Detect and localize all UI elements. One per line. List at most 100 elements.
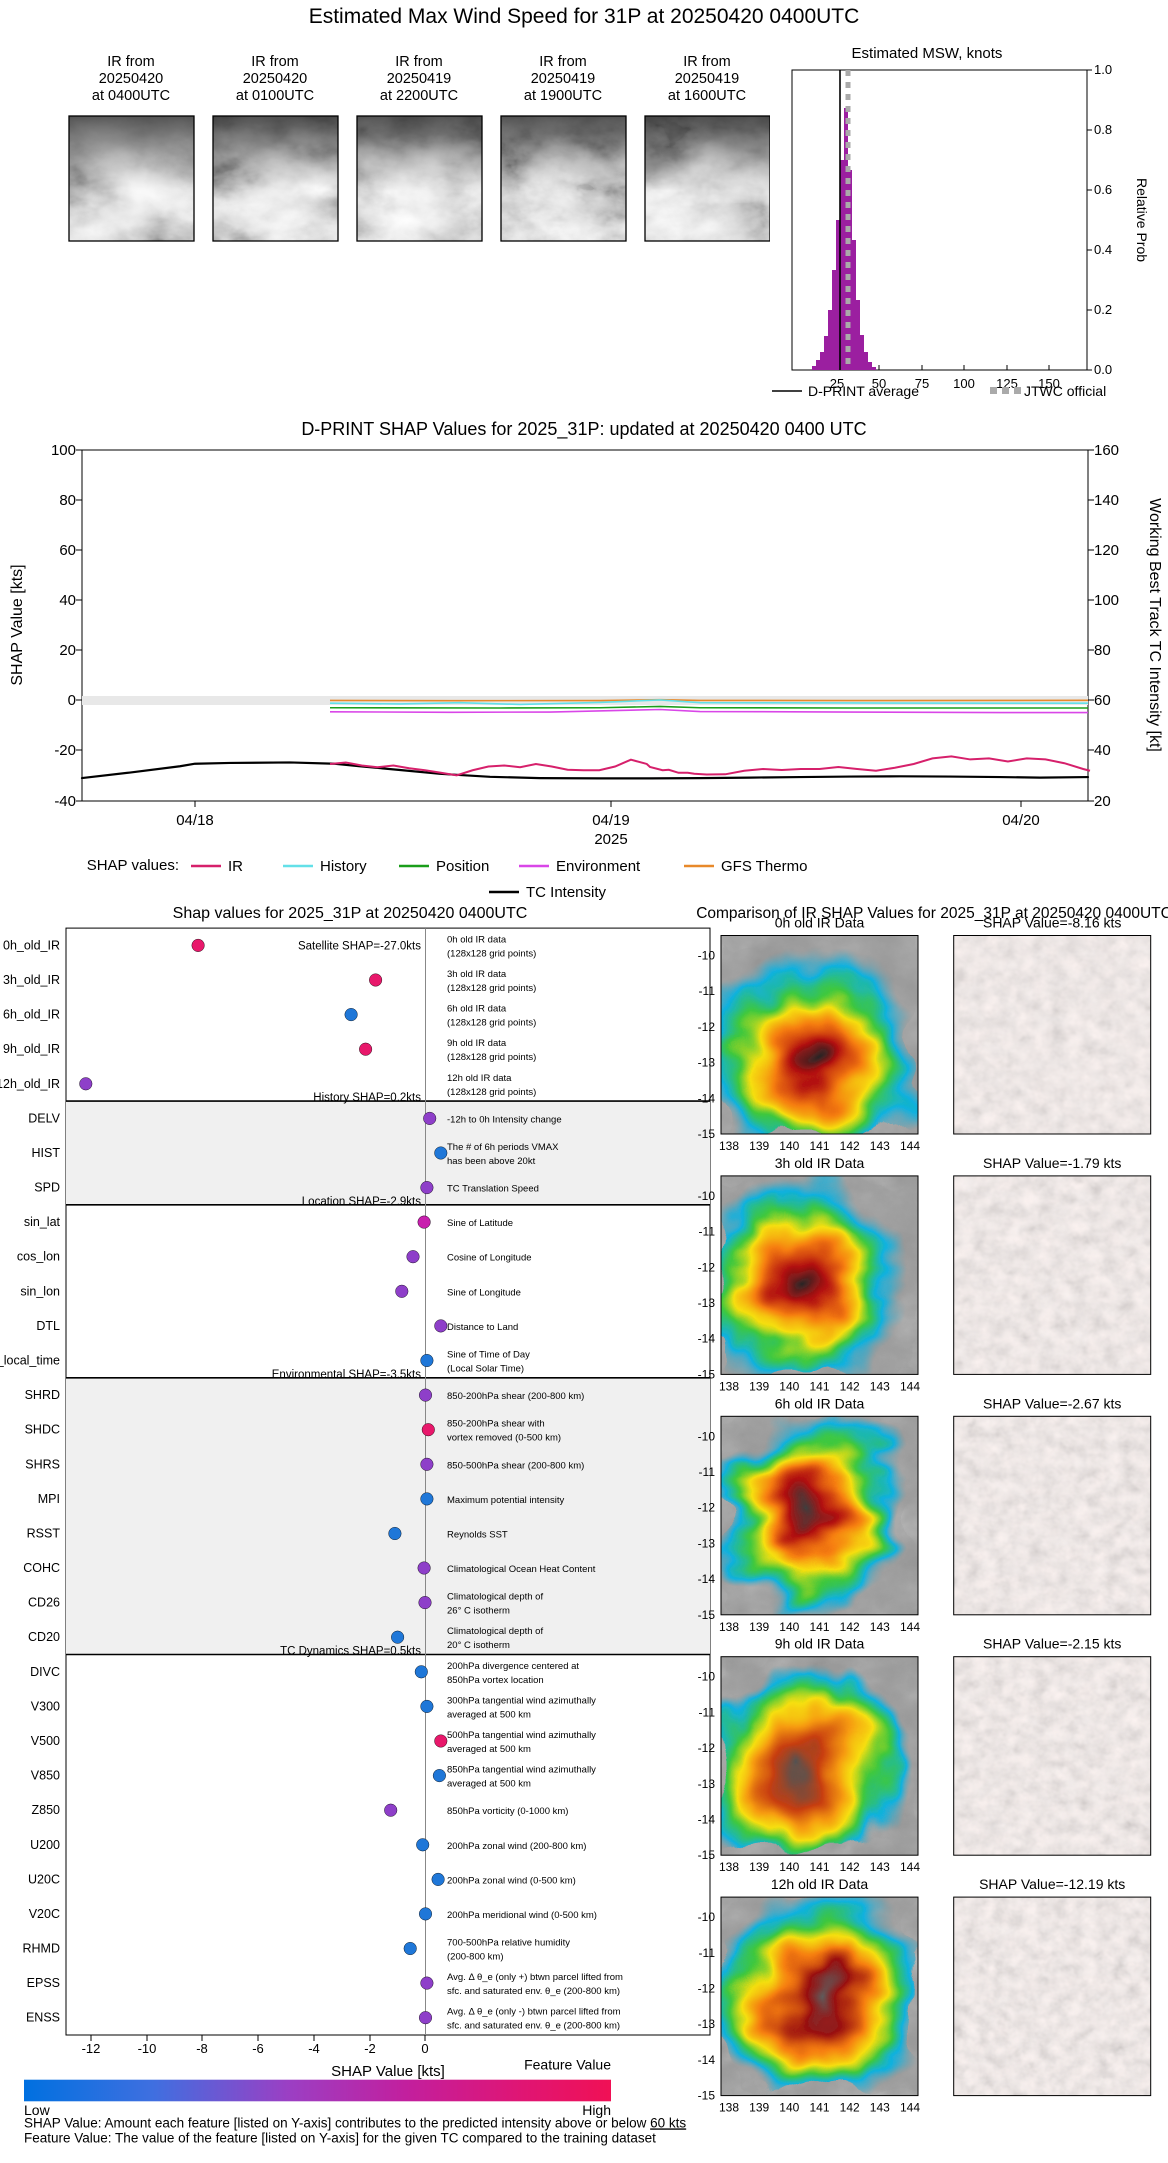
svg-text:0h old IR data: 0h old IR data bbox=[447, 934, 507, 945]
svg-text:TC Intensity: TC Intensity bbox=[526, 884, 607, 901]
svg-text:80: 80 bbox=[59, 492, 76, 509]
svg-text:20: 20 bbox=[59, 642, 76, 659]
svg-text:850hPa vortex location: 850hPa vortex location bbox=[447, 1675, 544, 1686]
svg-text:-13: -13 bbox=[698, 2017, 716, 2031]
svg-text:Shap values for 2025_31P at 20: Shap values for 2025_31P at 20250420 040… bbox=[173, 905, 528, 922]
svg-text:12h_old_IR: 12h_old_IR bbox=[0, 1077, 60, 1091]
svg-text:6h old IR data: 6h old IR data bbox=[447, 1004, 507, 1015]
svg-text:Working Best Track TC Intensit: Working Best Track TC Intensity [kt] bbox=[1146, 498, 1163, 752]
svg-text:139: 139 bbox=[749, 1139, 769, 1153]
svg-text:9h old IR data: 9h old IR data bbox=[447, 1038, 507, 1049]
svg-text:12h old IR Data: 12h old IR Data bbox=[771, 1876, 868, 1892]
svg-text:SHRD: SHRD bbox=[25, 1388, 60, 1402]
svg-text:(128x128 grid points): (128x128 grid points) bbox=[447, 1052, 536, 1063]
svg-text:40: 40 bbox=[1094, 742, 1111, 759]
svg-text:-13: -13 bbox=[698, 1296, 716, 1310]
svg-text:26° C isotherm: 26° C isotherm bbox=[447, 1606, 510, 1617]
svg-text:0.6: 0.6 bbox=[1094, 182, 1112, 197]
svg-text:IR from: IR from bbox=[251, 54, 299, 70]
svg-text:300hPa tangential wind azimuth: 300hPa tangential wind azimuthally bbox=[447, 1695, 596, 1706]
svg-text:(200-800 km): (200-800 km) bbox=[447, 1952, 504, 1963]
svg-text:9h old IR Data: 9h old IR Data bbox=[775, 1636, 865, 1652]
svg-text:CD26: CD26 bbox=[28, 1596, 60, 1610]
svg-text:500hPa tangential wind azimuth: 500hPa tangential wind azimuthally bbox=[447, 1730, 596, 1741]
svg-text:20250419: 20250419 bbox=[675, 71, 740, 87]
svg-text:-4: -4 bbox=[308, 2041, 320, 2056]
svg-text:Avg. Δ θ_e (only -) btwn parce: Avg. Δ θ_e (only -) btwn parcel lifted f… bbox=[447, 2007, 621, 2018]
svg-text:138: 138 bbox=[719, 2101, 739, 2115]
svg-text:-10: -10 bbox=[698, 1670, 716, 1684]
svg-text:143: 143 bbox=[870, 1139, 890, 1153]
svg-text:SHAP values:: SHAP values: bbox=[87, 857, 179, 874]
svg-text:138: 138 bbox=[719, 1620, 739, 1634]
svg-text:143: 143 bbox=[870, 1860, 890, 1874]
svg-text:-11: -11 bbox=[699, 1225, 716, 1239]
svg-text:Climatological depth of: Climatological depth of bbox=[447, 1626, 543, 1637]
svg-text:139: 139 bbox=[749, 1379, 769, 1393]
svg-text:139: 139 bbox=[749, 1620, 769, 1634]
svg-text:Distance to Land: Distance to Land bbox=[447, 1322, 518, 1333]
svg-text:-15: -15 bbox=[698, 1127, 716, 1141]
svg-text:140: 140 bbox=[779, 2101, 799, 2115]
svg-text:sfc. and saturated env. θ_e (2: sfc. and saturated env. θ_e (200-800 km) bbox=[447, 2021, 620, 2032]
svg-text:Environment: Environment bbox=[556, 858, 641, 875]
svg-text:-11: -11 bbox=[699, 1946, 716, 1960]
svg-text:(128x128 grid points): (128x128 grid points) bbox=[447, 1087, 536, 1098]
svg-text:60: 60 bbox=[1094, 692, 1111, 709]
svg-text:100: 100 bbox=[1094, 592, 1119, 609]
svg-text:20250420: 20250420 bbox=[243, 71, 308, 87]
svg-text:0.2: 0.2 bbox=[1094, 302, 1112, 317]
svg-text:04/20: 04/20 bbox=[1002, 812, 1040, 829]
svg-text:SHAP Value=-2.15 kts: SHAP Value=-2.15 kts bbox=[983, 1636, 1121, 1652]
svg-text:History SHAP=0.2kts: History SHAP=0.2kts bbox=[313, 1092, 421, 1104]
svg-text:SPD: SPD bbox=[34, 1181, 60, 1195]
svg-text:139: 139 bbox=[749, 2101, 769, 2115]
svg-text:-6: -6 bbox=[252, 2041, 264, 2056]
svg-text:sin_lon: sin_lon bbox=[20, 1284, 60, 1298]
svg-text:SHDC: SHDC bbox=[25, 1423, 60, 1437]
svg-text:-14: -14 bbox=[698, 1572, 716, 1586]
svg-text:850-200hPa shear with: 850-200hPa shear with bbox=[447, 1419, 545, 1430]
svg-text:D-PRINT SHAP Values for 2025_3: D-PRINT SHAP Values for 2025_31P: update… bbox=[301, 419, 866, 440]
svg-text:Z850: Z850 bbox=[32, 1803, 61, 1817]
svg-text:-13: -13 bbox=[698, 1056, 716, 1070]
svg-text:850hPa tangential wind azimuth: 850hPa tangential wind azimuthally bbox=[447, 1765, 596, 1776]
svg-text:0h old IR Data: 0h old IR Data bbox=[775, 915, 865, 931]
svg-text:-11: -11 bbox=[699, 1705, 716, 1719]
svg-text:COHC: COHC bbox=[23, 1561, 60, 1575]
svg-text:3h_old_IR: 3h_old_IR bbox=[3, 973, 60, 987]
svg-text:141: 141 bbox=[809, 1139, 829, 1153]
svg-text:IR from: IR from bbox=[107, 54, 155, 70]
svg-text:vortex removed (0-500 km): vortex removed (0-500 km) bbox=[447, 1433, 561, 1444]
svg-text:-12: -12 bbox=[698, 1982, 716, 1996]
svg-text:(128x128 grid points): (128x128 grid points) bbox=[447, 1018, 536, 1029]
svg-text:at 2200UTC: at 2200UTC bbox=[380, 88, 458, 104]
svg-text:-13: -13 bbox=[698, 1777, 716, 1791]
svg-text:141: 141 bbox=[809, 1379, 829, 1393]
svg-text:142: 142 bbox=[840, 1139, 860, 1153]
svg-text:140: 140 bbox=[779, 1139, 799, 1153]
svg-text:U20C: U20C bbox=[28, 1872, 60, 1886]
svg-text:140: 140 bbox=[779, 1379, 799, 1393]
svg-text:141: 141 bbox=[809, 2101, 829, 2115]
svg-text:200hPa zonal wind (200-800 km): 200hPa zonal wind (200-800 km) bbox=[447, 1841, 586, 1852]
svg-text:ENSS: ENSS bbox=[26, 2011, 60, 2025]
svg-text:3h old IR Data: 3h old IR Data bbox=[775, 1155, 865, 1171]
svg-text:100: 100 bbox=[51, 442, 76, 459]
svg-text:History: History bbox=[320, 858, 367, 875]
svg-text:-12: -12 bbox=[698, 1260, 716, 1274]
svg-text:142: 142 bbox=[840, 1379, 860, 1393]
svg-text:at 1900UTC: at 1900UTC bbox=[524, 88, 602, 104]
svg-text:HIST: HIST bbox=[32, 1146, 61, 1160]
svg-text:20250420: 20250420 bbox=[99, 71, 164, 87]
svg-text:averaged at 500 km: averaged at 500 km bbox=[447, 1709, 531, 1720]
svg-text:-12h to 0h Intensity change: -12h to 0h Intensity change bbox=[447, 1114, 562, 1125]
svg-text:120: 120 bbox=[1094, 542, 1119, 559]
svg-text:0.8: 0.8 bbox=[1094, 122, 1112, 137]
svg-text:SHRS: SHRS bbox=[25, 1457, 60, 1471]
svg-text:143: 143 bbox=[870, 1620, 890, 1634]
svg-text:142: 142 bbox=[840, 1860, 860, 1874]
svg-text:at 0100UTC: at 0100UTC bbox=[236, 88, 314, 104]
svg-text:DELV: DELV bbox=[28, 1111, 60, 1125]
svg-text:-15: -15 bbox=[698, 2089, 716, 2103]
